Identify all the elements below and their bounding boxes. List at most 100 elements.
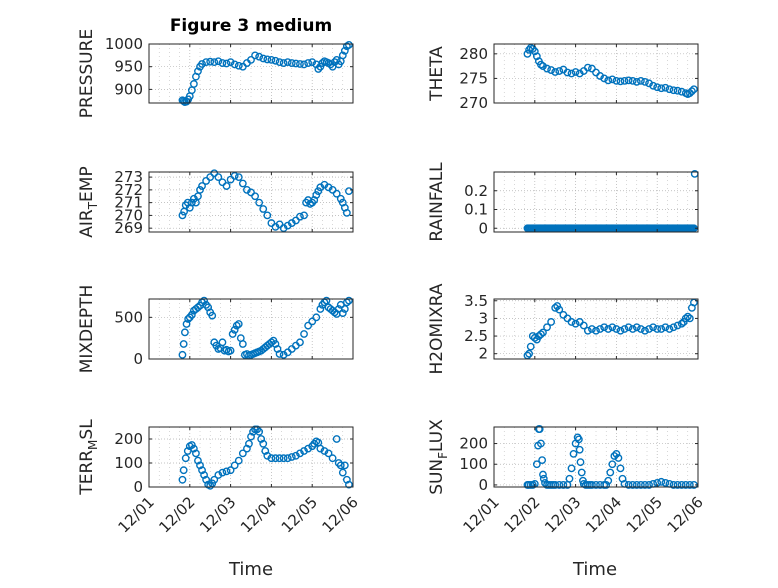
data-point bbox=[588, 325, 596, 333]
data-point bbox=[322, 296, 331, 305]
data-point bbox=[214, 471, 223, 479]
data-point bbox=[559, 481, 568, 489]
y-tick-label: 270 bbox=[459, 94, 488, 112]
data-point bbox=[179, 340, 188, 348]
data-point bbox=[345, 187, 353, 196]
y-axis-label: TERRMSL bbox=[77, 419, 100, 496]
y-tick-label: 270 bbox=[114, 206, 143, 224]
data-point bbox=[291, 59, 300, 68]
data-point bbox=[287, 453, 296, 461]
data-point bbox=[624, 76, 633, 85]
subplot-2: 270 275 280 THETA bbox=[427, 43, 699, 112]
data-point bbox=[563, 68, 572, 77]
data-point bbox=[620, 76, 629, 85]
y-axis-label: RAINFALL bbox=[427, 162, 447, 242]
data-point bbox=[275, 454, 284, 463]
data-point bbox=[336, 194, 345, 203]
figure-title: Figure 3 medium bbox=[170, 16, 332, 36]
y-tick-label: 2 bbox=[478, 345, 488, 363]
y-axis-label-main: MIXDEPTH bbox=[77, 285, 97, 374]
data-point bbox=[342, 475, 351, 484]
data-point bbox=[681, 481, 690, 489]
data-point bbox=[539, 328, 547, 337]
data-point bbox=[340, 461, 349, 470]
data-point bbox=[178, 475, 187, 484]
data-point bbox=[251, 51, 259, 60]
data-point bbox=[324, 449, 333, 458]
y-axis-label-main: TERR bbox=[77, 450, 97, 496]
y-tick-label: 100 bbox=[114, 454, 143, 472]
plot-area bbox=[494, 172, 698, 232]
data-point bbox=[624, 323, 633, 332]
data-point bbox=[308, 58, 317, 67]
data-point bbox=[226, 58, 235, 67]
data-point bbox=[316, 444, 325, 453]
data-point bbox=[681, 314, 690, 323]
data-point bbox=[189, 80, 198, 88]
data-point bbox=[202, 475, 211, 484]
data-point bbox=[178, 211, 187, 220]
data-point bbox=[592, 326, 600, 335]
data-point bbox=[612, 449, 621, 458]
data-point bbox=[314, 65, 323, 73]
y-tick-label: 3.5 bbox=[464, 292, 488, 310]
subplot-4: 00.10.2 RAINFALL bbox=[427, 162, 699, 242]
data-point bbox=[685, 481, 694, 489]
data-point bbox=[332, 435, 341, 443]
data-point bbox=[218, 338, 227, 347]
data-point bbox=[214, 173, 223, 182]
data-point bbox=[222, 467, 231, 476]
data-point bbox=[178, 350, 187, 359]
data-point bbox=[567, 464, 576, 473]
data-point bbox=[328, 185, 337, 194]
y-axis-label: SUNFLUX bbox=[427, 419, 450, 495]
data-point bbox=[620, 325, 629, 333]
data-point bbox=[267, 219, 276, 227]
data-point bbox=[641, 481, 649, 489]
data-point bbox=[657, 84, 666, 93]
data-point bbox=[300, 211, 308, 220]
data-point bbox=[189, 444, 198, 453]
y-axis-label-main: PRESSURE bbox=[77, 29, 97, 118]
data-point bbox=[535, 425, 544, 433]
data-point bbox=[187, 198, 196, 207]
data-point bbox=[296, 212, 304, 221]
data-point bbox=[187, 310, 196, 319]
data-point bbox=[592, 481, 600, 489]
data-point bbox=[673, 86, 682, 95]
data-point bbox=[267, 338, 276, 347]
data-point bbox=[251, 192, 259, 201]
y-tick-label: 0 bbox=[478, 219, 488, 237]
data-point bbox=[345, 480, 353, 489]
data-point bbox=[636, 481, 645, 489]
data-point bbox=[200, 471, 208, 479]
data-point bbox=[614, 454, 623, 462]
data-point bbox=[291, 216, 300, 225]
data-point bbox=[600, 323, 609, 332]
y-axis-label-rest: EMP bbox=[77, 166, 97, 202]
data-point bbox=[300, 60, 308, 69]
data-point bbox=[579, 321, 588, 330]
subplot-5: 0 500 MIXDEPTH bbox=[77, 285, 354, 374]
data-point bbox=[296, 338, 304, 347]
y-axis-label: PRESSURE bbox=[77, 29, 97, 118]
data-point bbox=[551, 68, 560, 76]
data-point bbox=[275, 220, 284, 229]
x-axis-label-left: Time bbox=[228, 559, 273, 580]
data-point bbox=[338, 51, 347, 60]
y-tick-label: 271 bbox=[114, 194, 143, 212]
y-axis-label-main: H2OMIXRA bbox=[427, 283, 447, 374]
data-point bbox=[645, 481, 653, 489]
data-point bbox=[661, 323, 670, 332]
data-point bbox=[525, 349, 533, 358]
data-point bbox=[551, 303, 560, 312]
data-point bbox=[179, 466, 188, 475]
data-point bbox=[342, 208, 351, 217]
data-point bbox=[291, 451, 300, 460]
data-point bbox=[228, 330, 237, 338]
data-point bbox=[308, 317, 317, 326]
data-point bbox=[628, 325, 637, 333]
data-point bbox=[300, 447, 308, 455]
data-point bbox=[649, 323, 658, 332]
